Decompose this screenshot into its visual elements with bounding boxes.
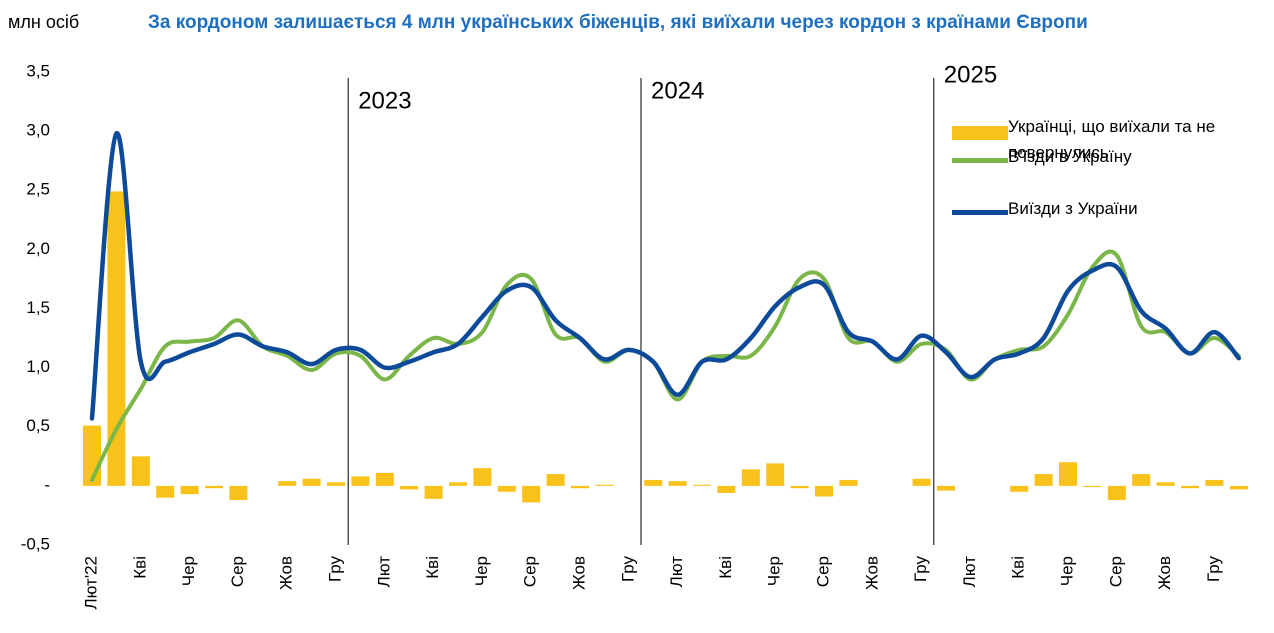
bar <box>449 482 467 486</box>
bar <box>595 484 614 486</box>
y-tick-label: 3,5 <box>26 61 50 80</box>
y-tick-label: 2,0 <box>26 239 50 258</box>
x-tick-label: Лют <box>374 556 393 588</box>
bar <box>156 485 175 498</box>
bar <box>1034 474 1053 486</box>
legend-swatch <box>952 210 1008 215</box>
bar <box>205 485 223 489</box>
legend-swatch <box>952 158 1008 163</box>
bar <box>668 481 687 486</box>
bar <box>375 472 394 486</box>
x-tick-label: Кві <box>423 556 442 579</box>
bar <box>1156 482 1175 486</box>
bar <box>693 484 711 486</box>
bar <box>741 469 760 486</box>
x-tick-label: Гру <box>911 556 930 583</box>
x-tick-label: Сер <box>228 556 247 587</box>
x-tick-label: Лют <box>960 556 979 588</box>
bar <box>839 479 858 486</box>
y-tick-label: -0,5 <box>21 534 50 553</box>
x-tick-label: Кві <box>130 556 149 579</box>
bar <box>815 485 833 497</box>
legend-label: Виїзди з України <box>1008 199 1138 218</box>
y-tick-label: 1,5 <box>26 298 50 317</box>
line <box>90 249 1241 482</box>
bar <box>180 485 199 495</box>
chart-title: За кордоном залишається 4 млн українськи… <box>148 12 1088 33</box>
bar <box>571 485 589 489</box>
bar <box>131 456 150 486</box>
x-tick-label: Гру <box>618 556 637 583</box>
bar <box>1083 485 1102 488</box>
y-tick-label: 1,0 <box>26 357 50 376</box>
y-axis-label: млн осіб <box>8 12 80 32</box>
y-tick-label: - <box>44 475 50 494</box>
bar <box>351 476 370 486</box>
x-tick-label: Жов <box>1155 556 1174 590</box>
bar <box>546 474 565 486</box>
x-tick-label: Сер <box>1106 556 1125 587</box>
x-tick-label: Жов <box>862 556 881 590</box>
bar <box>1229 485 1248 490</box>
x-tick-label: Чер <box>765 556 784 586</box>
bar <box>1107 485 1126 501</box>
x-tick-label: Чер <box>179 556 198 586</box>
bar <box>107 191 126 486</box>
y-tick-label: 3,0 <box>26 121 50 140</box>
legend-swatch <box>952 126 1008 140</box>
legend-item: В'їзди в Україну <box>952 147 1263 170</box>
x-tick-label: Жов <box>277 556 296 590</box>
legend-label: В'їзди в Україну <box>1008 147 1132 166</box>
bar <box>1132 474 1151 486</box>
legend-label: Українці, що виїхали та не повернулись <box>1008 117 1216 162</box>
line <box>89 131 1242 421</box>
x-tick-label: Кві <box>1009 556 1028 579</box>
x-tick-label: Лют <box>667 556 686 588</box>
bar <box>937 485 955 491</box>
x-tick-label: Гру <box>1204 556 1223 583</box>
x-tick-label: Жов <box>569 556 588 590</box>
x-tick-label: Лют'22 <box>81 556 100 609</box>
bar <box>278 481 297 486</box>
bar <box>473 468 492 486</box>
bar <box>229 485 248 501</box>
bar <box>1181 485 1199 489</box>
year-label: 2023 <box>358 87 411 114</box>
bar <box>717 485 736 493</box>
y-tick-label: 2,5 <box>26 180 50 199</box>
x-tick-label: Чер <box>1057 556 1076 586</box>
legend-item: Українці, що виїхали та не повернулись <box>952 117 1263 166</box>
bar <box>400 485 419 490</box>
bar <box>302 478 321 486</box>
bar <box>790 485 809 489</box>
y-tick-label: 0,5 <box>26 416 50 435</box>
bar <box>766 463 785 486</box>
bar <box>522 485 541 503</box>
x-tick-label: Гру <box>325 556 344 583</box>
x-tick-label: Кві <box>716 556 735 579</box>
bar <box>912 478 931 486</box>
bar <box>1059 462 1077 486</box>
x-tick-label: Чер <box>472 556 491 586</box>
year-label: 2025 <box>944 61 997 88</box>
legend-item: Виїзди з України <box>952 199 1263 222</box>
bar <box>644 479 663 486</box>
bar <box>424 485 443 499</box>
bar <box>327 482 345 486</box>
x-tick-label: Сер <box>521 556 540 587</box>
bar <box>497 485 516 492</box>
bar <box>1205 479 1224 486</box>
x-tick-label: Сер <box>813 556 832 587</box>
year-label: 2024 <box>651 77 704 104</box>
bar <box>1010 485 1029 492</box>
